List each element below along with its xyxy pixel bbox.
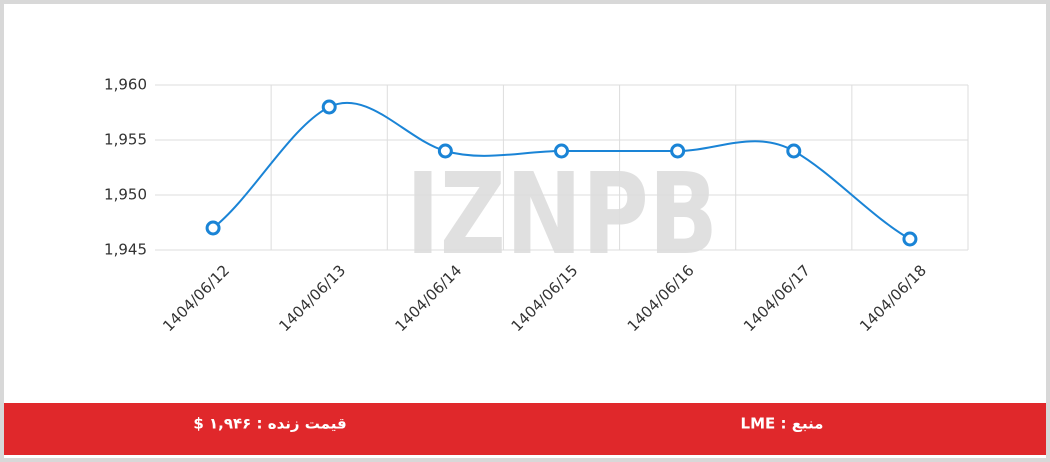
footer-source: منبع : LME: [741, 415, 824, 433]
y-tick-label: 1,945: [104, 241, 147, 259]
point: [670, 143, 686, 159]
footer-price: قیمت زنده : ۱,۹۴۶ $: [193, 415, 346, 433]
point: [437, 143, 453, 159]
footer-bar: [4, 403, 1046, 455]
y-tick-label: 1,960: [104, 76, 147, 94]
y-tick-label: 1,955: [104, 131, 147, 149]
point: [902, 231, 918, 247]
point: [321, 99, 337, 115]
point: [205, 220, 221, 236]
point: [554, 143, 569, 159]
watermark: IZNPB: [406, 150, 718, 280]
card: [4, 4, 1046, 458]
y-tick-label: 1,950: [104, 186, 147, 204]
point: [786, 143, 802, 159]
